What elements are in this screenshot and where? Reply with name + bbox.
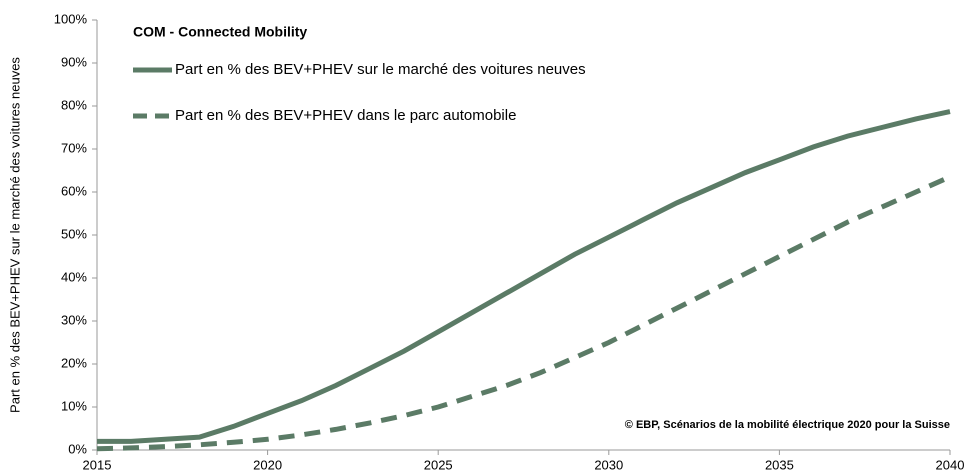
- x-tick-label: 2015: [83, 457, 112, 472]
- y-tick-label: 90%: [61, 54, 87, 69]
- y-tick-label: 80%: [61, 97, 87, 112]
- legend-label: Part en % des BEV+PHEV sur le marché des…: [175, 61, 586, 78]
- x-tick-label: 2025: [424, 457, 453, 472]
- y-tick-label: 10%: [61, 398, 87, 413]
- y-tick-label: 50%: [61, 226, 87, 241]
- y-tick-label: 30%: [61, 312, 87, 327]
- series-line: [97, 109, 951, 444]
- chart-title: COM - Connected Mobility: [133, 24, 307, 40]
- series-line: [96, 174, 952, 452]
- y-tick-label: 0%: [68, 441, 87, 456]
- y-axis-label: Part en % des BEV+PHEV sur le marché des…: [7, 57, 22, 413]
- x-tick-label: 2040: [936, 457, 965, 472]
- x-tick-label: 2020: [253, 457, 282, 472]
- y-tick-label: 60%: [61, 183, 87, 198]
- legend-label: Part en % des BEV+PHEV dans le parc auto…: [175, 107, 516, 124]
- annotation: © EBP, Scénarios de la mobilité électriq…: [625, 419, 950, 431]
- x-tick-label: 2035: [765, 457, 794, 472]
- x-tick-label: 2030: [594, 457, 623, 472]
- y-tick-label: 70%: [61, 140, 87, 155]
- y-tick-label: 40%: [61, 269, 87, 284]
- y-tick-label: 100%: [54, 11, 88, 26]
- y-tick-label: 20%: [61, 355, 87, 370]
